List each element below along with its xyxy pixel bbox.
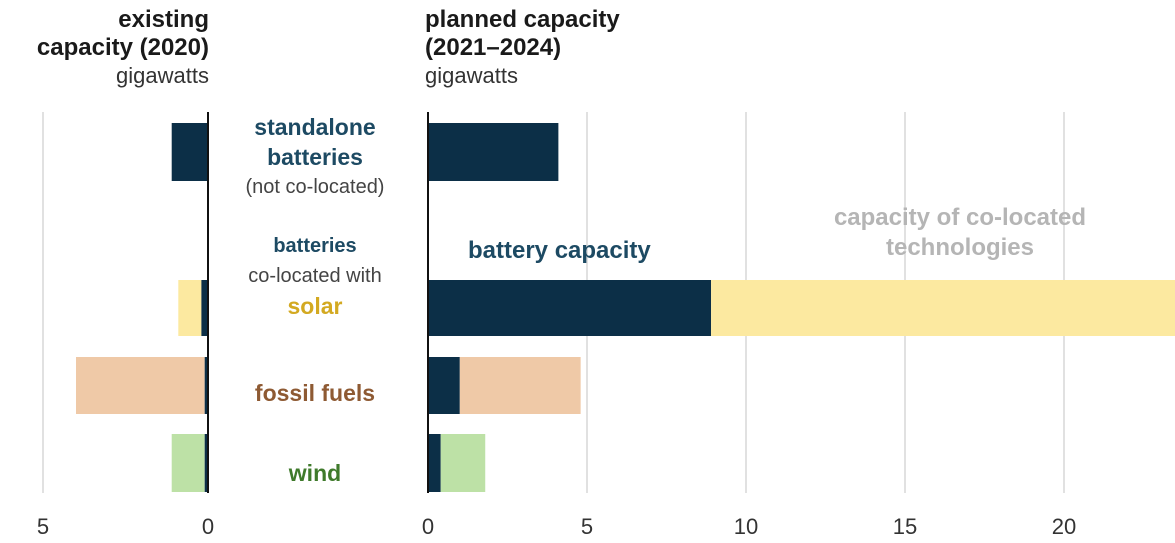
- solar-line2: co-located with: [248, 265, 382, 287]
- category-label-fossil: fossil fuels: [215, 378, 415, 408]
- standalone-line1: standalone: [254, 114, 376, 140]
- colocated-line1: capacity of co-located: [833, 204, 1087, 231]
- x-tick-label: 15: [893, 514, 917, 539]
- x-tick-label: 20: [1052, 514, 1076, 539]
- category-label-standalone: standalone batteries (not co-located): [215, 112, 415, 202]
- x-tick-label: 0: [422, 514, 434, 539]
- right-bar-battery: [428, 434, 441, 492]
- right-header-line1: planned capacity: [425, 6, 620, 33]
- left-panel-header: existing capacity (2020) gigawatts: [37, 6, 209, 90]
- right-panel-header: planned capacity (2021–2024) gigawatts: [425, 6, 620, 90]
- right-bar-battery: [428, 357, 460, 414]
- left-bar-battery: [204, 434, 208, 492]
- left-header-unit: gigawatts: [116, 63, 209, 88]
- left-bar-battery: [201, 280, 208, 336]
- solar-line1: batteries: [273, 235, 357, 257]
- left-header-line2: capacity (2020): [36, 34, 209, 61]
- x-tick-label: 0: [202, 514, 214, 539]
- right-bar-colocated: [711, 280, 1175, 336]
- standalone-line2: batteries: [267, 144, 363, 170]
- x-tick-label: 10: [734, 514, 758, 539]
- right-header-unit: gigawatts: [425, 63, 518, 88]
- left-header-line1: existing: [118, 6, 209, 33]
- x-tick-label: 5: [581, 514, 593, 539]
- right-bar-colocated: [459, 357, 581, 414]
- right-header-line2: (2021–2024): [425, 34, 562, 61]
- wind-label: wind: [288, 460, 342, 486]
- standalone-sub: (not co-located): [245, 176, 385, 198]
- right-bar-battery: [428, 123, 559, 181]
- left-bar-colocated: [76, 357, 205, 414]
- colocated-line2: technologies: [885, 234, 1035, 261]
- right-bar-battery: [428, 280, 712, 336]
- solar-line3: solar: [287, 293, 343, 319]
- right-bar-colocated: [440, 434, 486, 492]
- left-bar-colocated: [171, 434, 205, 492]
- left-bar-colocated: [178, 280, 202, 336]
- left-bar-battery: [171, 123, 208, 181]
- battery-capacity-text: battery capacity: [468, 237, 651, 264]
- category-label-wind: wind: [215, 458, 415, 488]
- category-label-solar: batteries co-located with solar: [215, 231, 415, 321]
- x-tick-label: 5: [37, 514, 49, 539]
- left-bar-battery: [204, 357, 208, 414]
- annotation-battery-capacity: battery capacity: [468, 236, 651, 266]
- fossil-label: fossil fuels: [254, 380, 376, 406]
- annotation-colocated: capacity of co-located technologies: [800, 203, 1120, 263]
